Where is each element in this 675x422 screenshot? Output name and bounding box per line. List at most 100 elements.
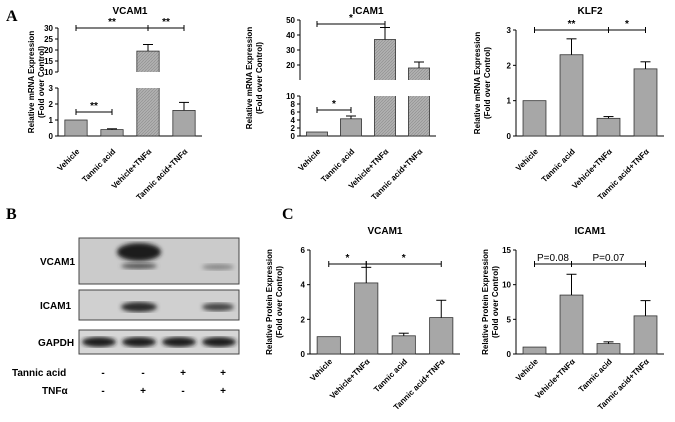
- y-axis-label: Relative mRNA Expression: [245, 27, 254, 130]
- blot-gapdh-band-2: [122, 337, 156, 347]
- blot-vcam1-band-lower: [121, 263, 157, 269]
- y-tick-label: 6: [291, 108, 296, 117]
- y-tick-label: 0: [507, 132, 512, 141]
- blot-row-label-gapdh: GAPDH: [38, 338, 74, 349]
- y-tick-label: 1: [49, 116, 54, 125]
- treatment-label-tannic-acid: Tannic acid: [12, 368, 66, 379]
- axis-break-gap: [407, 80, 431, 96]
- y-axis-label-sub: (Fold over Control): [275, 266, 284, 338]
- axis-break-gap: [373, 80, 397, 96]
- x-tick-label: Vehicle: [308, 357, 334, 383]
- significance-label: **: [108, 17, 116, 28]
- y-tick-label: 4: [301, 281, 306, 290]
- blot-gapdh-band-3: [162, 337, 196, 347]
- y-tick-label: 2: [291, 124, 296, 133]
- bar: [408, 67, 430, 137]
- y-tick-label: 0: [301, 350, 306, 359]
- chart-title: ICAM1: [574, 226, 606, 237]
- treatment-sign-tnf-4: +: [220, 386, 226, 397]
- y-axis-label-sub: (Fold over Control): [37, 46, 46, 118]
- axis-break-gap: [135, 72, 161, 88]
- blot-vcam1-faint-band: [202, 264, 234, 270]
- x-tick-label: Vehicle: [514, 147, 540, 173]
- bar: [391, 335, 416, 355]
- chart-icam1_mrna: ICAM1 Relative mRNA Expression (Fold over …: [245, 6, 436, 202]
- y-axis-label: Relative Protein Expression: [265, 249, 274, 355]
- chart-vcam1_mrna: VCAM1 Relative mRNA Expression (Fold over …: [27, 6, 202, 202]
- significance-label: **: [162, 17, 170, 28]
- bar: [100, 129, 124, 137]
- blot-row-label-icam1: ICAM1: [40, 301, 72, 312]
- x-tick-label: Tannic acid: [80, 147, 117, 184]
- chart-klf2_mrna: KLF2 Relative mRNA Expression (Fold over C…: [473, 6, 664, 202]
- bar: [316, 336, 341, 355]
- bar: [596, 343, 621, 355]
- y-tick-label: 50: [286, 16, 295, 25]
- y-tick-label: 10: [502, 281, 511, 290]
- significance-label: P=0.07: [593, 253, 625, 264]
- blot-vcam1-strip: [78, 237, 240, 285]
- y-tick-label: 15: [44, 57, 53, 66]
- chart-vcam1_protein: VCAM1 Relative Protein Expression (Fold ov…: [265, 226, 460, 412]
- bar: [633, 68, 658, 137]
- chart-title: KLF2: [578, 6, 603, 17]
- bar: [340, 118, 362, 137]
- y-axis-label-sub: (Fold over Control): [483, 47, 492, 119]
- bar: [429, 317, 454, 355]
- y-tick-label: 2: [507, 61, 512, 70]
- blot-gapdh-band-4: [202, 337, 236, 347]
- significance-label: *: [346, 253, 350, 264]
- x-tick-label: Vehicle+TNFα: [328, 357, 372, 401]
- treatment-sign-ta-4: +: [220, 368, 226, 379]
- treatment-sign-tnf-2: +: [140, 386, 146, 397]
- y-axis-label: Relative mRNA Expression: [27, 31, 36, 134]
- western-blot: VCAM1 ICAM1 GAPDH Tannic acid TNFα - - +…: [12, 237, 240, 397]
- x-tick-label: Vehicle+TNFα: [533, 357, 577, 401]
- chart-title: VCAM1: [112, 6, 147, 17]
- y-tick-label: 30: [44, 24, 53, 33]
- blot-vcam1-band: [117, 243, 161, 261]
- y-tick-label: 0: [49, 132, 54, 141]
- y-tick-label: 3: [507, 26, 512, 35]
- bar: [354, 282, 379, 355]
- treatment-sign-tnf-3: -: [181, 386, 184, 397]
- treatment-sign-ta-3: +: [180, 368, 186, 379]
- blot-row-label-vcam1: VCAM1: [40, 257, 75, 268]
- bar: [559, 294, 584, 355]
- panel-label-c: C: [282, 206, 294, 223]
- treatment-sign-tnf-1: -: [101, 386, 104, 397]
- y-tick-label: 1: [507, 97, 512, 106]
- y-axis-label: Relative mRNA Expression: [473, 32, 482, 135]
- significance-label: **: [568, 19, 576, 30]
- blot-icam1-band-2: [202, 303, 234, 311]
- blot-gapdh-band-1: [82, 337, 116, 347]
- y-tick-label: 30: [286, 46, 295, 55]
- bar: [633, 315, 658, 355]
- chart-title: ICAM1: [352, 6, 384, 17]
- chart-title: VCAM1: [367, 226, 402, 237]
- significance-label: *: [402, 253, 406, 264]
- x-tick-label: Tannic acid: [540, 147, 577, 184]
- treatment-sign-ta-2: -: [141, 368, 144, 379]
- panel-label-a: A: [6, 8, 18, 25]
- significance-label: P=0.08: [537, 253, 569, 264]
- y-tick-label: 0: [507, 350, 512, 359]
- y-tick-label: 10: [286, 92, 295, 101]
- y-tick-label: 8: [291, 100, 296, 109]
- x-tick-label: Vehicle: [514, 357, 540, 383]
- significance-label: **: [90, 101, 98, 112]
- y-tick-label: 15: [502, 246, 511, 255]
- significance-label: *: [332, 99, 336, 110]
- y-axis-label: Relative Protein Expression: [481, 249, 490, 355]
- treatment-sign-ta-1: -: [101, 368, 104, 379]
- bar: [136, 50, 160, 137]
- y-tick-label: 6: [301, 246, 306, 255]
- y-tick-label: 0: [291, 132, 296, 141]
- x-tick-label: Vehicle: [297, 147, 323, 173]
- treatment-label-tnfa: TNFα: [42, 386, 68, 397]
- x-tick-label: Tannic acid: [319, 147, 356, 184]
- y-axis-label-sub: (Fold over Control): [491, 266, 500, 338]
- y-tick-label: 2: [301, 315, 306, 324]
- y-tick-label: 3: [49, 84, 54, 93]
